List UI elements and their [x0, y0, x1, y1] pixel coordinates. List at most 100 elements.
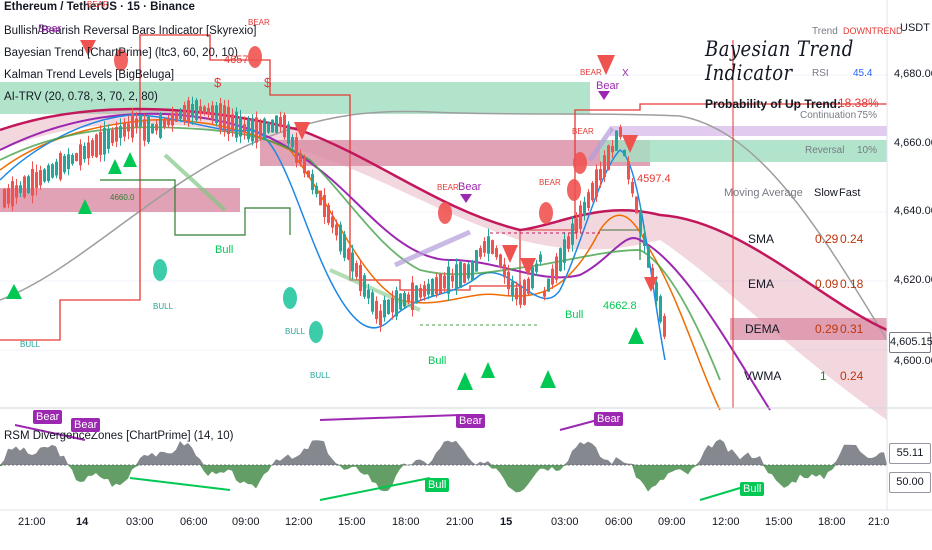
fast-col-header: Fast: [839, 187, 861, 199]
bear-triangle: [502, 245, 518, 263]
dollar-marker: $: [214, 75, 222, 90]
candle-body: [643, 233, 646, 247]
time-tick: 14: [76, 516, 89, 528]
symbol-title[interactable]: Ethereum / TetherUS · 15 · Binance: [4, 1, 195, 13]
candle-body: [655, 282, 658, 302]
candle-body: [7, 188, 10, 204]
candle-body: [111, 130, 114, 144]
time-tick: 03:00: [551, 516, 579, 528]
rsi-value: 45.4: [853, 68, 873, 79]
candle-body: [571, 223, 574, 245]
bear-label: BEAR: [437, 183, 459, 192]
candle-body: [395, 290, 398, 317]
candle-body: [67, 154, 70, 170]
signal-markers: [6, 40, 658, 390]
candle-body: [331, 216, 334, 228]
green-zone-right: [600, 140, 887, 162]
ma-row-slow: 1: [820, 369, 827, 383]
rsi-div-line: [14, 424, 86, 441]
candle-body: [307, 170, 310, 178]
continuation-label: Continuation: [800, 110, 857, 121]
candle-body: [255, 117, 258, 143]
bull-circle: [283, 287, 297, 309]
candle-body: [515, 287, 518, 300]
bear-circle: [573, 152, 587, 174]
candle-body: [155, 124, 158, 131]
candle-body: [75, 153, 78, 162]
time-tick: 21:00: [18, 516, 46, 528]
candle-body: [519, 285, 522, 305]
rsi-pane-title[interactable]: RSM DivergenceZones [ChartPrime] (14, 10…: [4, 430, 234, 442]
bull-circle: [309, 321, 323, 343]
candle-body: [503, 264, 506, 278]
price-tick: 4,640.00: [894, 205, 932, 217]
candle-body: [459, 261, 462, 288]
candle-body: [467, 264, 470, 279]
candle-body: [575, 218, 578, 233]
candle-body: [447, 266, 450, 294]
x-marker: X: [622, 68, 629, 79]
candle-body: [451, 275, 454, 282]
candle-body: [455, 264, 458, 289]
candle-body: [43, 169, 46, 182]
indicator-legend-item[interactable]: Kalman Trend Levels [BigBeluga]: [4, 69, 175, 81]
candle-body: [315, 185, 318, 195]
candle-body: [375, 300, 378, 320]
candle-body: [19, 185, 22, 193]
green-zone-top: [0, 82, 590, 114]
candle-body: [199, 106, 202, 114]
candle-body: [435, 277, 438, 294]
candle-body: [3, 189, 6, 208]
candle-body: [203, 106, 206, 115]
price-axis-currency[interactable]: USDT: [900, 22, 930, 34]
candle-body: [339, 224, 342, 252]
candle-body: [147, 116, 150, 143]
level-4657-label: 4657: [224, 54, 249, 66]
time-tick: 18:00: [392, 516, 420, 528]
long-ma-line: [0, 110, 888, 341]
purple-trend-segment: [393, 229, 472, 268]
candle-body: [607, 145, 610, 170]
candle-body: [639, 211, 642, 234]
candle-body: [27, 176, 30, 193]
indicator-legend-item[interactable]: Bayesian Trend [ChartPrime] (ltc3, 60, 2…: [4, 47, 238, 59]
bull-label: BULL: [310, 371, 331, 380]
candle-body: [411, 282, 414, 310]
bear-tag: Bear: [71, 418, 101, 432]
candle-body: [371, 292, 374, 312]
candle-body: [39, 170, 42, 186]
level-4597-label: 4597.4: [637, 173, 671, 185]
candle-body: [311, 173, 314, 191]
reversal-circles: [114, 46, 587, 343]
candle-body: [355, 263, 358, 277]
candle-body: [223, 105, 226, 132]
ma-row-name: VWMA: [744, 369, 782, 383]
bull-circle: [153, 259, 167, 281]
prob-label: Probability of Up Trend:: [705, 97, 842, 111]
candle-body: [183, 104, 186, 122]
bull-label: BULL: [153, 302, 174, 311]
time-tick: 09:00: [232, 516, 260, 528]
time-tick: 21:00: [446, 516, 474, 528]
candle-body: [239, 116, 242, 137]
bear-tag: Bear: [456, 414, 486, 428]
indicator-legend-item[interactable]: Bullish/Bearish Reversal Bars Indicator …: [4, 25, 257, 37]
candle-body: [567, 236, 570, 249]
price-tick: 4,620.00: [894, 274, 932, 286]
candle-body: [299, 153, 302, 163]
ma-row-slow: 0.29: [815, 232, 839, 246]
bear-label: Bear: [38, 23, 62, 35]
ma-row-fast: 0.31: [840, 322, 864, 336]
candle-body: [543, 290, 546, 297]
dollar-marker: $: [264, 75, 272, 90]
candle-body: [63, 155, 66, 173]
bull-triangle: [78, 199, 92, 214]
time-tick: 15:00: [338, 516, 366, 528]
rsi-value-badge: 55.11: [889, 443, 931, 464]
slow-col-header: Slow: [814, 187, 838, 199]
indicator-legend-item[interactable]: AI-TRV (20, 0.78, 3, 70, 2, 80): [4, 91, 158, 103]
trend-label: Trend: [812, 26, 838, 37]
candle-body: [423, 285, 426, 297]
candle-body: [55, 161, 58, 176]
